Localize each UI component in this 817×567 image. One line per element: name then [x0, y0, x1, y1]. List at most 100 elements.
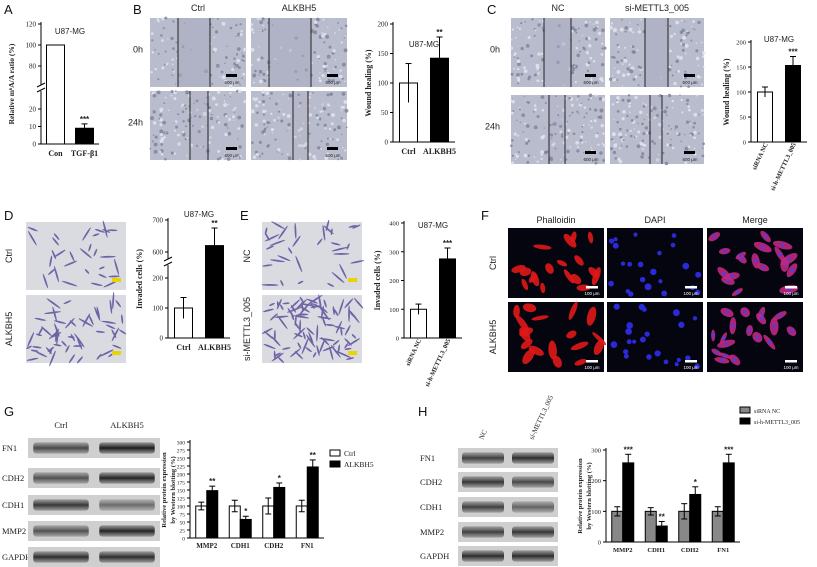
cell-texture	[316, 17, 320, 22]
nucleus	[639, 276, 646, 283]
stained-cell	[344, 347, 352, 351]
cell-texture	[545, 150, 549, 154]
cell-texture	[321, 73, 325, 78]
cell-texture	[258, 100, 261, 104]
nucleus	[623, 353, 629, 359]
cell-texture	[589, 56, 593, 60]
stained-cell	[96, 306, 100, 319]
cell-texture	[320, 140, 323, 143]
cell-texture	[573, 64, 578, 69]
cell-texture	[286, 114, 291, 119]
cell-texture	[663, 109, 667, 114]
nucleus	[743, 310, 747, 314]
stained-cell	[282, 347, 291, 350]
cell-texture	[277, 110, 281, 113]
cell-texture	[681, 48, 685, 52]
cell-texture	[592, 27, 597, 32]
y-axis-label: by Western blotting (%)	[170, 456, 177, 523]
cell-texture	[619, 27, 624, 32]
blot-band	[512, 452, 554, 464]
cell-texture	[239, 84, 241, 86]
y-tick-label: 300	[389, 249, 399, 256]
cell-texture	[250, 63, 253, 66]
cell-texture	[624, 26, 629, 30]
cell-texture	[511, 161, 515, 165]
cell-texture	[216, 17, 219, 20]
nucleus	[722, 249, 727, 253]
cell-texture	[220, 70, 224, 74]
stained-cell	[79, 248, 92, 259]
cell-texture	[163, 63, 166, 66]
cell-texture	[308, 113, 313, 117]
stained-cell	[52, 237, 60, 246]
stained-cell	[269, 313, 278, 321]
nucleus	[620, 261, 626, 266]
x-tick-label: si-h-METTL3_005	[769, 141, 798, 192]
blot-row-label: CDH1	[420, 502, 442, 512]
cell-texture	[213, 47, 218, 52]
cell-texture	[243, 100, 247, 104]
scale-bar-label: 100 μm	[783, 291, 798, 296]
stained-cell	[49, 350, 56, 367]
stained-cell	[53, 320, 67, 324]
actin-cell	[522, 303, 537, 313]
stained-cell	[112, 291, 115, 310]
nucleus	[625, 328, 632, 335]
cell-texture	[588, 93, 593, 98]
panel-e-images: NC si-METTL3_005	[242, 219, 365, 363]
cell-texture	[588, 108, 592, 111]
stained-cell	[338, 298, 345, 316]
cell-texture	[324, 70, 327, 73]
cell-texture	[689, 123, 692, 125]
stained-cell	[299, 306, 311, 313]
cell-texture	[567, 128, 571, 132]
cell-texture	[159, 107, 164, 112]
y-tick-label: 150	[177, 489, 186, 495]
cell-texture	[341, 62, 346, 67]
cell-texture	[579, 139, 583, 142]
stained-cell	[48, 268, 56, 275]
cell-texture	[262, 93, 265, 97]
cell-texture	[589, 21, 591, 23]
nucleus	[722, 271, 727, 276]
cell-texture	[628, 104, 631, 108]
cell-texture	[616, 100, 620, 104]
stained-cell	[95, 330, 105, 333]
cell-texture	[261, 152, 264, 155]
cell-texture	[696, 75, 701, 79]
cell-texture	[170, 36, 174, 41]
cell-texture	[584, 23, 589, 28]
cell-texture	[205, 96, 208, 99]
cell-texture	[328, 127, 332, 131]
cell-texture	[578, 40, 580, 42]
cell-texture	[566, 149, 570, 154]
cell-texture	[333, 128, 337, 131]
cell-texture	[644, 126, 648, 130]
cell-texture	[569, 146, 571, 149]
cell-texture	[621, 18, 623, 21]
y-tick-label: 200	[389, 278, 399, 285]
cell-texture	[662, 151, 665, 155]
cell-texture	[695, 94, 698, 97]
cell-texture	[629, 111, 631, 114]
cell-texture	[592, 59, 596, 63]
cell-texture	[686, 81, 689, 84]
cell-texture	[610, 147, 613, 151]
cell-texture	[596, 132, 599, 134]
row-label: 0h	[490, 45, 500, 55]
cell-texture	[517, 62, 521, 67]
stained-cell	[261, 328, 273, 335]
y-axis-label: Relative protein expression	[161, 452, 168, 528]
cell-texture	[513, 56, 516, 58]
cell-texture	[164, 16, 168, 20]
stained-cell	[339, 263, 347, 279]
cell-texture	[658, 94, 662, 98]
cell-texture	[175, 41, 178, 44]
cell-texture	[327, 26, 329, 29]
cell-texture	[658, 135, 662, 140]
cell-texture	[326, 65, 329, 67]
cell-texture	[570, 70, 575, 75]
cell-texture	[538, 68, 541, 71]
panel-g-western-blot: Ctrl ALKBH5 FN1 CDH2 CDH1 MMP2 GAPDH	[2, 420, 160, 567]
cell-texture	[229, 95, 231, 98]
